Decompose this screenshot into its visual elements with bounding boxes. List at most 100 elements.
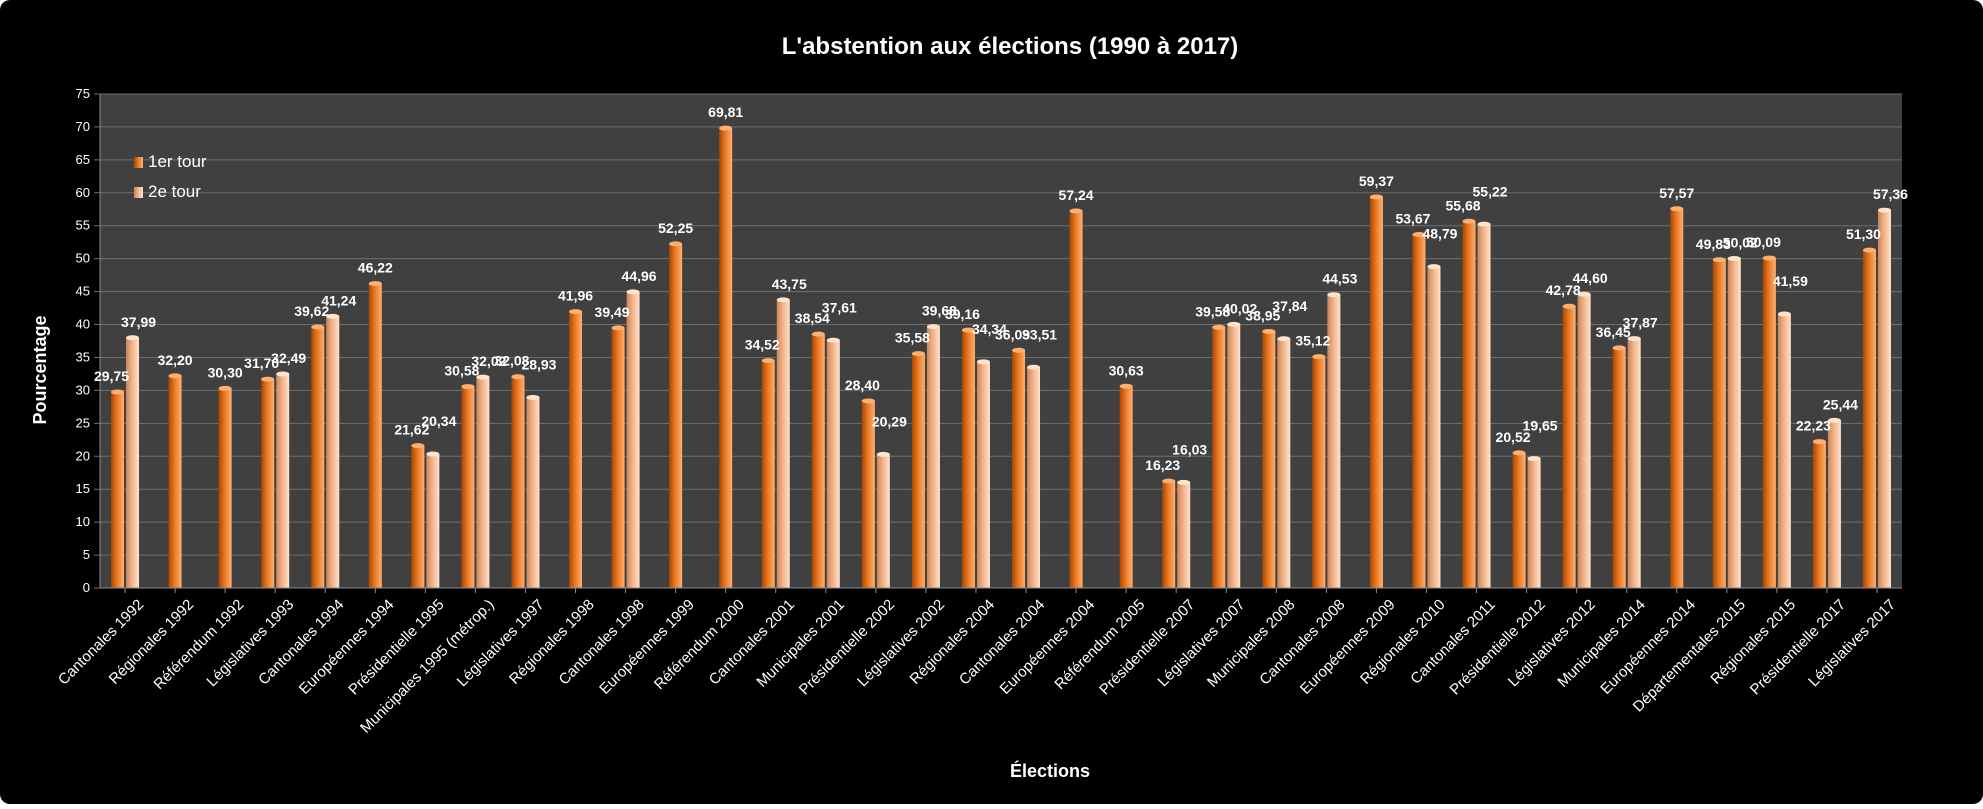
bar-2e-tour xyxy=(426,454,440,588)
bar-cap xyxy=(426,451,440,457)
bar-cap xyxy=(1277,336,1291,342)
bar-cap xyxy=(1119,383,1133,389)
data-label-2e-tour: 32,49 xyxy=(271,350,306,366)
bar-cap xyxy=(976,359,990,365)
bar-cap xyxy=(861,398,875,404)
bar-cap xyxy=(476,374,490,380)
bar-cap xyxy=(1412,231,1426,237)
y-tick-label: 35 xyxy=(76,349,90,364)
y-tick-label: 40 xyxy=(76,317,90,332)
data-label-1er-tour: 30,63 xyxy=(1109,362,1144,378)
bar-2e-tour xyxy=(1527,458,1541,588)
bar-1er-tour xyxy=(1162,481,1176,588)
bar-1er-tour xyxy=(1012,350,1026,588)
bar-1er-tour xyxy=(168,375,182,588)
data-label-2e-tour: 20,34 xyxy=(421,413,456,429)
y-tick-label: 75 xyxy=(76,86,90,101)
bar-2e-tour xyxy=(1427,266,1441,588)
data-label-1er-tour: 35,58 xyxy=(895,330,930,346)
data-label-1er-tour: 39,49 xyxy=(595,304,630,320)
bar-cap xyxy=(926,324,940,330)
bar-cap xyxy=(111,389,125,395)
bar-1er-tour xyxy=(1862,250,1876,588)
data-label-2e-tour: 28,93 xyxy=(521,356,556,372)
data-label-2e-tour: 40,02 xyxy=(1222,300,1257,316)
y-tick-label: 25 xyxy=(76,415,90,430)
data-label-1er-tour: 46,22 xyxy=(358,260,393,276)
bar-1er-tour xyxy=(1369,196,1383,589)
data-label-1er-tour: 38,95 xyxy=(1245,307,1280,323)
bar-cap xyxy=(626,289,640,295)
bar-1er-tour xyxy=(1762,258,1776,588)
data-label-1er-tour: 36,45 xyxy=(1596,324,1631,340)
data-label-1er-tour: 35,12 xyxy=(1295,333,1330,349)
bar-1er-tour xyxy=(1812,441,1826,588)
bar-cap xyxy=(961,327,975,333)
data-label-1er-tour: 39,62 xyxy=(294,303,329,319)
bar-cap xyxy=(1027,364,1041,370)
y-tick-label: 60 xyxy=(76,185,90,200)
bar-cap xyxy=(911,351,925,357)
data-label-2e-tour: 33,51 xyxy=(1022,326,1057,342)
data-label-2e-tour: 25,44 xyxy=(1823,396,1858,412)
bar-1er-tour xyxy=(411,445,425,588)
data-label-2e-tour: 41,59 xyxy=(1773,273,1808,289)
data-label-2e-tour: 19,65 xyxy=(1523,418,1558,434)
bar-1er-tour xyxy=(1212,327,1226,588)
x-axis-label: Élections xyxy=(1010,760,1090,781)
bar-2e-tour xyxy=(276,373,290,588)
bar-2e-tour xyxy=(776,299,790,588)
bar-cap xyxy=(311,324,325,330)
bar-cap xyxy=(1012,347,1026,353)
data-label-1er-tour: 53,67 xyxy=(1395,210,1430,226)
y-tick-label: 45 xyxy=(76,284,90,299)
data-label-1er-tour: 32,08 xyxy=(494,353,529,369)
bar-cap xyxy=(1462,218,1476,224)
bar-1er-tour xyxy=(1312,356,1326,588)
bar-1er-tour xyxy=(368,283,382,588)
bar-cap xyxy=(261,376,275,382)
bar-2e-tour xyxy=(976,361,990,588)
data-label-1er-tour: 36,09 xyxy=(995,326,1030,342)
bar-2e-tour xyxy=(1627,338,1641,588)
y-tick-label: 70 xyxy=(76,119,90,134)
bar-cap xyxy=(1162,478,1176,484)
data-label-2e-tour: 41,24 xyxy=(321,292,356,308)
bar-2e-tour xyxy=(1227,324,1241,588)
data-label-2e-tour: 37,84 xyxy=(1272,298,1307,314)
y-tick-label: 65 xyxy=(76,152,90,167)
bar-cap xyxy=(811,331,825,337)
bar-cap xyxy=(1177,479,1191,485)
bar-cap xyxy=(1712,257,1726,263)
data-label-2e-tour: 37,87 xyxy=(1623,315,1658,331)
data-label-1er-tour: 69,81 xyxy=(708,104,743,120)
data-label-1er-tour: 28,40 xyxy=(845,377,880,393)
bar-cap xyxy=(1577,291,1591,297)
data-label-1er-tour: 21,62 xyxy=(394,422,429,438)
bar-cap xyxy=(876,451,890,457)
y-tick-label: 30 xyxy=(76,382,90,397)
bar-cap xyxy=(1327,292,1341,298)
bar-1er-tour xyxy=(1562,306,1576,588)
bar-2e-tour xyxy=(1327,294,1341,588)
bar-cap xyxy=(1227,321,1241,327)
bar-cap xyxy=(511,374,525,380)
y-tick-label: 50 xyxy=(76,251,90,266)
bar-cap xyxy=(611,325,625,331)
bar-1er-tour xyxy=(111,392,125,588)
y-axis-label: Pourcentage xyxy=(30,315,50,424)
bar-cap xyxy=(1262,328,1276,334)
y-tick-label: 15 xyxy=(76,481,90,496)
bar-cap xyxy=(1627,336,1641,342)
bar-cap xyxy=(1612,345,1626,351)
legend-swatch xyxy=(134,187,143,198)
bar-1er-tour xyxy=(1670,208,1684,588)
data-label-1er-tour: 41,96 xyxy=(558,288,593,304)
bar-2e-tour xyxy=(1577,294,1591,588)
plot-area xyxy=(100,94,1902,588)
bar-cap xyxy=(126,335,140,341)
bar-2e-tour xyxy=(1777,314,1791,588)
data-label-2e-tour: 48,79 xyxy=(1422,226,1457,242)
bar-cap xyxy=(1212,324,1226,330)
